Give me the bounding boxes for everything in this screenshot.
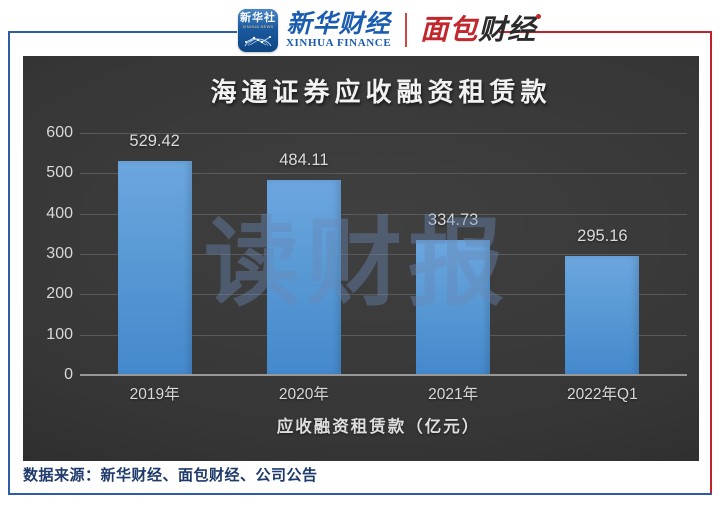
gridline [80,173,687,175]
data-source-note: 数据来源：新华财经、面包财经、公司公告 [23,466,318,484]
xinhua-finance-en: XINHUA FINANCE [286,36,392,49]
mianbao-caijing-logo: 面包财经 [420,14,542,46]
gridline [80,294,687,296]
bar [565,256,640,375]
y-axis-tick-label: 600 [46,124,73,141]
frame-left-border [8,31,10,495]
x-axis-category-label: 2019年 [129,386,180,403]
x-axis-line [80,374,687,376]
header-logos: 新华社 XINHUA NEWS 新华财经 XINHUA FINANCE 面包财经 [238,7,542,53]
chart-panel: 海通证券应收融资租赁款 读财报 应收融资租赁款（亿元） 0 100 200 300 40… [23,56,699,461]
frame-bottom-border [8,493,712,495]
bar [117,161,192,375]
xinhua-news-app-icon: 新华社 XINHUA NEWS [238,8,278,52]
y-axis-tick-label: 200 [46,285,73,303]
x-axis-category-label: 2020年 [278,386,329,403]
frame-top-right-line [499,31,712,33]
chart-title: 海通证券应收融资租赁款 [210,77,552,107]
xinhua-news-en-label: XINHUA NEWS [242,23,274,29]
xinhua-finance-cn: 新华财经 [286,8,391,38]
gridline [80,334,687,336]
bar-value-label: 295.16 [577,227,628,245]
y-axis-tick-label: 300 [46,245,73,262]
trademark-dot-icon [536,14,542,19]
y-axis-tick-label: 0 [64,366,73,383]
xinhua-finance-logo: 新华财经 XINHUA FINANCE [286,8,392,50]
gridline [80,254,687,255]
x-axis-category-label: 2022年Q1 [567,386,638,403]
plot-area: 读财报 应收融资租赁款（亿元） 0 100 200 300 400 500 600 529.4… [23,56,699,461]
x-axis-category-label: 2021年 [428,386,479,403]
gridline [80,213,687,215]
logo-divider [405,13,408,47]
x-axis-title: 应收融资租赁款（亿元） [276,418,481,436]
bar-value-label: 334.73 [427,211,479,229]
y-axis-tick-label: 100 [46,325,73,343]
bar [416,240,491,375]
mianbao-caijing-part1: 面包 [420,14,479,45]
bar [266,180,341,375]
globe-network-icon [244,35,272,46]
frame-right-border [710,31,712,495]
bar-value-label: 529.42 [129,132,180,150]
bar-value-label: 484.11 [279,151,329,169]
gridline [80,133,687,134]
xinhua-news-label: 新华社 [240,11,276,24]
y-axis-tick-label: 400 [46,204,73,222]
frame-top-left-line [8,31,237,33]
mianbao-caijing-part2: 财经 [478,14,537,45]
y-axis-tick-label: 500 [46,164,73,182]
